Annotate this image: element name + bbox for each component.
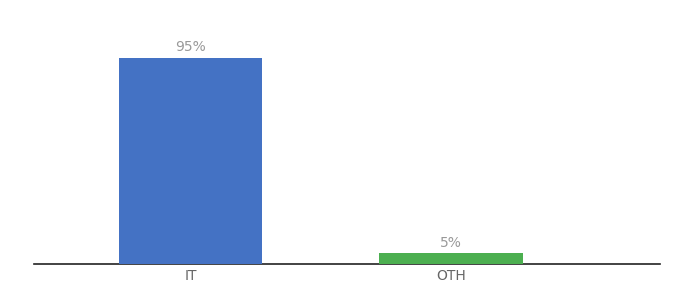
- Bar: [379, 253, 523, 264]
- Text: 5%: 5%: [440, 236, 462, 250]
- Text: 95%: 95%: [175, 40, 206, 55]
- Bar: [119, 58, 262, 264]
